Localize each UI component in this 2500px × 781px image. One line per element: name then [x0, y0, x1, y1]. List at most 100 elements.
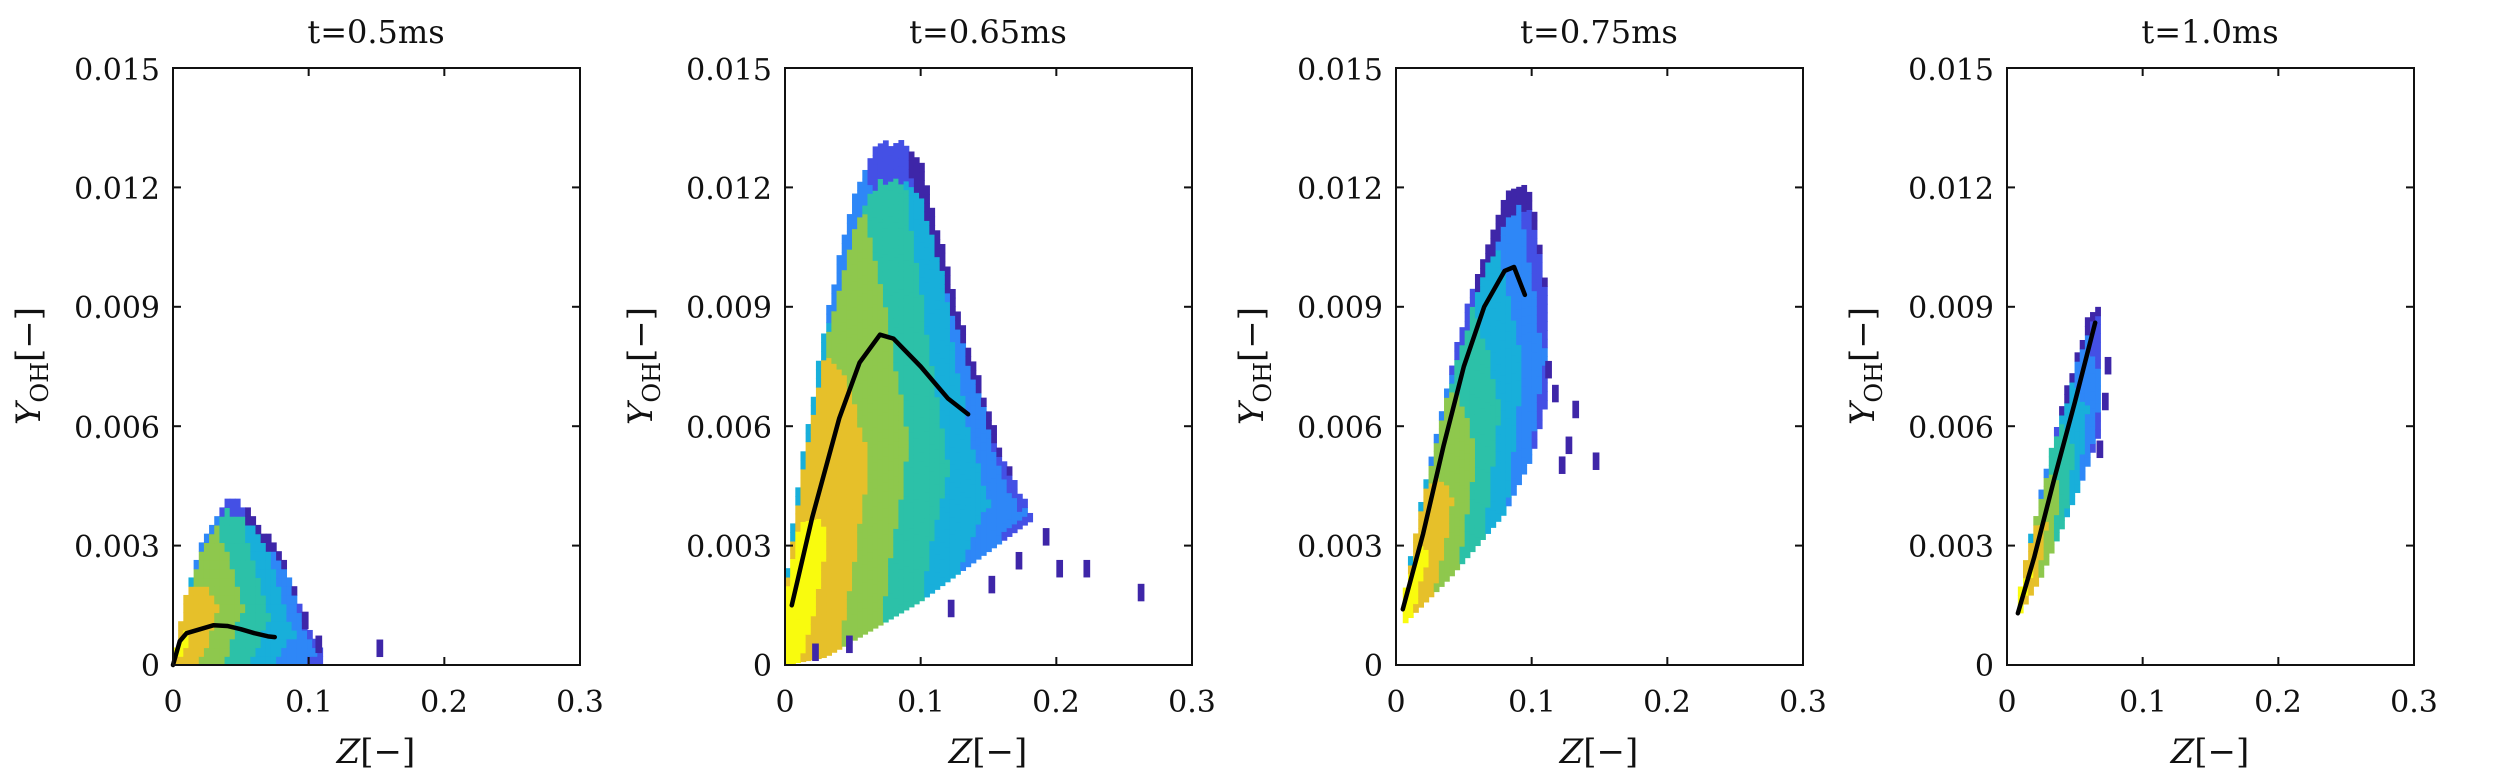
- density-cell: [841, 287, 848, 297]
- density-cell: [1526, 367, 1533, 377]
- density-cell: [795, 618, 802, 629]
- density-cell: [888, 391, 894, 401]
- density-cell: [815, 605, 822, 616]
- density-cell: [949, 332, 956, 343]
- density-cell: [867, 473, 874, 483]
- density-cell: [888, 181, 894, 191]
- density-cell: [975, 532, 982, 543]
- density-cell: [939, 462, 946, 473]
- density-cell: [260, 594, 267, 605]
- density-cell: [872, 356, 879, 366]
- density-cell: [924, 500, 930, 510]
- density-cell: [924, 272, 930, 283]
- density-cell: [1474, 440, 1481, 450]
- density-cell: [934, 466, 941, 477]
- density-cell: [229, 656, 236, 666]
- density-cell: [209, 568, 215, 579]
- density-cell: [1526, 244, 1533, 254]
- density-cell: [1474, 484, 1481, 494]
- density-cell: [872, 619, 879, 629]
- density-cell: [281, 656, 288, 666]
- density-cell: [949, 569, 956, 579]
- density-cell: [1505, 444, 1512, 454]
- density-cell: [980, 415, 987, 425]
- density-cell: [1469, 297, 1476, 307]
- density-cell: [1495, 494, 1502, 505]
- density-cell: [846, 319, 853, 329]
- density-cell: [1490, 457, 1497, 467]
- density-cell: [826, 488, 832, 499]
- density-cell: [934, 431, 941, 442]
- density-cell: [903, 294, 910, 304]
- density-cell: [1459, 432, 1466, 442]
- density-cell: [986, 498, 992, 509]
- density-cell: [960, 561, 967, 571]
- density-cell: [2048, 544, 2055, 554]
- density-cell: [1521, 377, 1528, 387]
- density-cell: [2064, 394, 2071, 404]
- density-cell: [836, 544, 843, 554]
- density-cell: [1469, 358, 1476, 369]
- density-cell: [898, 236, 905, 246]
- density-cell: [877, 222, 884, 232]
- density-cell: [944, 284, 951, 294]
- density-cell: [882, 289, 889, 299]
- density-cell: [1516, 326, 1522, 337]
- density-cell: [1459, 379, 1466, 390]
- density-cell: [1444, 467, 1450, 477]
- density-cell: [944, 415, 951, 425]
- density-cell: [862, 546, 869, 556]
- density-cell: [857, 330, 863, 340]
- density-cell: [929, 452, 936, 463]
- density-cell: [955, 521, 961, 531]
- density-cell: [245, 594, 251, 605]
- density-cell: [1531, 229, 1538, 239]
- density-cell: [841, 549, 848, 560]
- density-cell: [882, 560, 889, 571]
- density-cell: [857, 190, 863, 200]
- density-cell: [975, 392, 982, 403]
- density-cell: [2043, 477, 2050, 487]
- density-cell: [1001, 470, 1008, 480]
- density-cell: [831, 415, 838, 426]
- density-cell: [882, 157, 889, 168]
- y-tick-label: 0.006: [74, 411, 160, 446]
- density-cell: [1137, 583, 1145, 602]
- density-cell: [893, 265, 900, 276]
- density-cell: [1516, 195, 1522, 205]
- density-cell: [821, 587, 827, 597]
- density-cell: [265, 594, 272, 605]
- density-cell: [2095, 315, 2101, 325]
- density-cell: [949, 499, 956, 509]
- density-cell: [1459, 484, 1466, 495]
- density-cell: [852, 605, 858, 615]
- density-cell: [913, 393, 920, 403]
- y-tick-label: 0.003: [1908, 530, 1994, 565]
- density-cell: [955, 504, 961, 514]
- density-cell: [1516, 265, 1522, 275]
- density-cell: [924, 334, 930, 344]
- density-cell: [826, 375, 832, 385]
- density-cell: [929, 487, 936, 498]
- density-cell: [1480, 276, 1486, 287]
- density-cell: [1536, 367, 1543, 377]
- density-cell: [245, 647, 251, 657]
- density-cell: [924, 430, 930, 440]
- density-cell: [1495, 363, 1502, 373]
- density-cell: [209, 603, 215, 614]
- density-cell: [949, 324, 956, 334]
- density-cell: [265, 542, 272, 552]
- density-cell: [882, 271, 889, 282]
- density-cell: [2033, 577, 2040, 587]
- density-cell: [821, 394, 827, 405]
- density-cell: [1495, 424, 1502, 435]
- density-cell: [841, 252, 848, 262]
- density-cell: [846, 310, 853, 320]
- density-cell: [815, 500, 822, 511]
- density-cell: [877, 511, 884, 521]
- density-cell: [898, 507, 905, 518]
- y-tick-labels: 0 0.003 0.006 0.009 0.012 0.015: [1908, 53, 1994, 684]
- density-cell: [846, 485, 853, 495]
- density-cell: [944, 301, 951, 311]
- density-cell: [1438, 472, 1445, 482]
